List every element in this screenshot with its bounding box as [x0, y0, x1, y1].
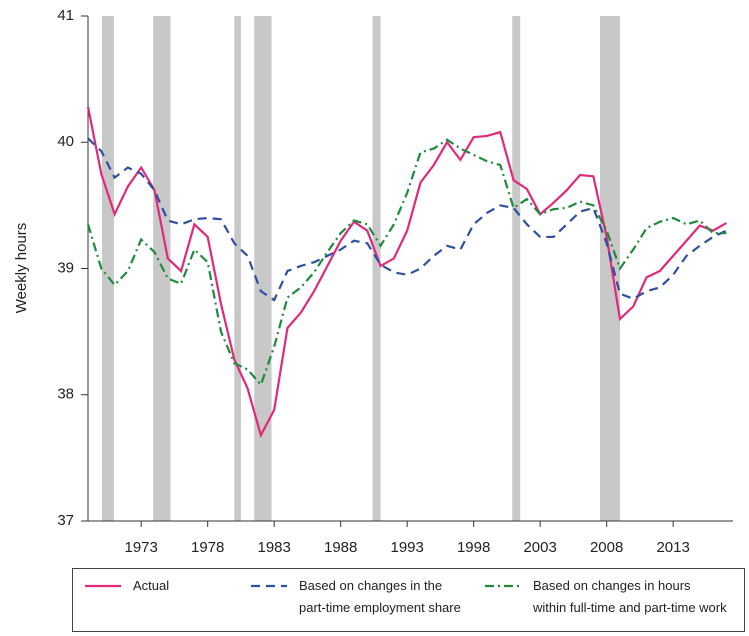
- legend-item: Based on changes in hours within full-ti…: [483, 578, 727, 619]
- series-line: [86, 138, 727, 387]
- legend-label: Based on changes in the part-time employ…: [299, 578, 461, 615]
- y-tick-label: 39: [57, 259, 74, 276]
- x-tick-label: 2008: [590, 539, 623, 556]
- legend-swatch: [251, 584, 287, 588]
- chart: Weekly hours 37 38 39 40 41 1973 1978 1983 1988 1…: [13, 7, 733, 556]
- legend-item: Based on changes in the part-time employ…: [249, 578, 461, 619]
- y-tick-label: 41: [57, 7, 74, 24]
- x-tick-label: 2013: [656, 539, 689, 556]
- x-tick-label: 1998: [457, 539, 490, 556]
- x-tick-label: 1973: [125, 539, 158, 556]
- x-tick-label: 1993: [390, 539, 423, 556]
- recession-band: [101, 16, 114, 521]
- y-axis-label: Weekly hours: [13, 223, 30, 314]
- x-tick-label: 1983: [257, 539, 290, 556]
- x-tick-label: 1978: [191, 539, 224, 556]
- y-tick-label: 38: [57, 386, 74, 403]
- recession-band: [254, 16, 272, 521]
- y-tick-label: 40: [57, 133, 74, 150]
- recession-band: [234, 16, 241, 521]
- recession-band: [512, 16, 521, 521]
- recession-band: [600, 16, 620, 521]
- legend-label: Actual: [133, 578, 170, 593]
- legend-swatch: [85, 584, 121, 588]
- legend-swatch: [485, 584, 521, 588]
- legend: Actual Based on changes in the part-time …: [72, 568, 745, 632]
- legend-item: Actual: [83, 578, 169, 597]
- x-tick-label: 2003: [523, 539, 556, 556]
- x-tick-label: 1988: [324, 539, 357, 556]
- recession-band: [372, 16, 381, 521]
- legend-label: Based on changes in hours within full-ti…: [533, 578, 727, 615]
- y-tick-label: 37: [57, 512, 74, 529]
- series-line: [86, 106, 727, 439]
